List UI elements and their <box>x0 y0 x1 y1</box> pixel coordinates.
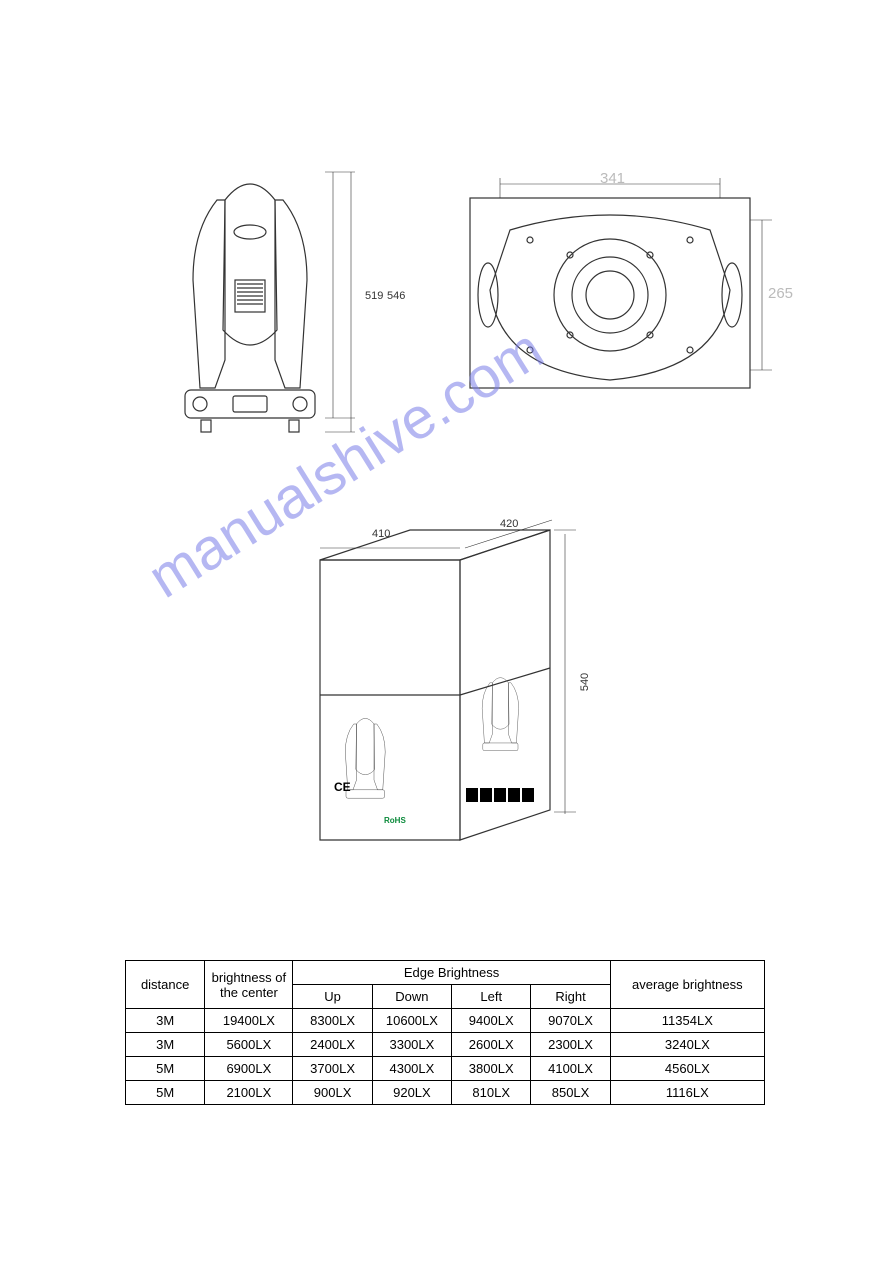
box-svg <box>290 500 600 880</box>
package-box-diagram: 410 420 540 CE RoHS <box>0 490 893 890</box>
brightness-table: distance brightness of the center Edge B… <box>125 960 765 1105</box>
cell-center: 2100LX <box>205 1081 293 1105</box>
th-distance: distance <box>126 961 205 1009</box>
top-diagrams-row: 519 546 <box>0 130 893 450</box>
cell-left: 2600LX <box>452 1033 531 1057</box>
table-row: 5M 6900LX 3700LX 4300LX 3800LX 4100LX 45… <box>126 1057 765 1081</box>
cell-up: 2400LX <box>293 1033 372 1057</box>
table-row: 5M 2100LX 900LX 920LX 810LX 850LX 1116LX <box>126 1081 765 1105</box>
fixture-front-svg <box>155 160 355 440</box>
rohs-mark: RoHS <box>384 816 406 840</box>
cell-down: 3300LX <box>372 1033 451 1057</box>
th-avg: average brightness <box>610 961 764 1009</box>
cell-up: 8300LX <box>293 1009 372 1033</box>
cell-left: 3800LX <box>452 1057 531 1081</box>
cell-distance: 5M <box>126 1081 205 1105</box>
cell-left: 9400LX <box>452 1009 531 1033</box>
cell-distance: 5M <box>126 1057 205 1081</box>
cell-avg: 3240LX <box>610 1033 764 1057</box>
th-up: Up <box>293 985 372 1009</box>
cell-avg: 4560LX <box>610 1057 764 1081</box>
fixture-top-svg <box>460 170 780 400</box>
th-center: brightness of the center <box>205 961 293 1009</box>
cell-up: 3700LX <box>293 1057 372 1081</box>
cell-center: 6900LX <box>205 1057 293 1081</box>
page-content: 519 546 <box>0 130 893 890</box>
fixture-top-view: 341 265 <box>460 170 780 400</box>
cell-right: 2300LX <box>531 1033 610 1057</box>
cell-down: 10600LX <box>372 1009 451 1033</box>
cell-right: 4100LX <box>531 1057 610 1081</box>
cell-avg: 11354LX <box>610 1009 764 1033</box>
cell-up: 900LX <box>293 1081 372 1105</box>
th-left: Left <box>452 985 531 1009</box>
cell-left: 810LX <box>452 1081 531 1105</box>
cell-distance: 3M <box>126 1033 205 1057</box>
box-dim-height: 540 <box>579 673 591 691</box>
cell-down: 920LX <box>372 1081 451 1105</box>
front-dim-inner: 519 <box>365 290 383 302</box>
top-dim-width: 341 <box>600 170 625 187</box>
front-dim-outer: 546 <box>387 290 405 302</box>
box-dim-depth: 420 <box>500 518 518 530</box>
cell-distance: 3M <box>126 1009 205 1033</box>
ce-mark: CE <box>334 780 351 814</box>
cell-center: 5600LX <box>205 1033 293 1057</box>
th-down: Down <box>372 985 451 1009</box>
fixture-front-view: 519 546 <box>155 160 355 440</box>
th-edge-group: Edge Brightness <box>293 961 610 985</box>
cell-center: 19400LX <box>205 1009 293 1033</box>
box-dim-width: 410 <box>372 528 390 540</box>
cell-right: 850LX <box>531 1081 610 1105</box>
cell-right: 9070LX <box>531 1009 610 1033</box>
cell-avg: 1116LX <box>610 1081 764 1105</box>
table-row: 3M 19400LX 8300LX 10600LX 9400LX 9070LX … <box>126 1009 765 1033</box>
th-right: Right <box>531 985 610 1009</box>
top-dim-depth: 265 <box>768 285 793 302</box>
cell-down: 4300LX <box>372 1057 451 1081</box>
table-body: 3M 19400LX 8300LX 10600LX 9400LX 9070LX … <box>126 1009 765 1105</box>
table-row: 3M 5600LX 2400LX 3300LX 2600LX 2300LX 32… <box>126 1033 765 1057</box>
